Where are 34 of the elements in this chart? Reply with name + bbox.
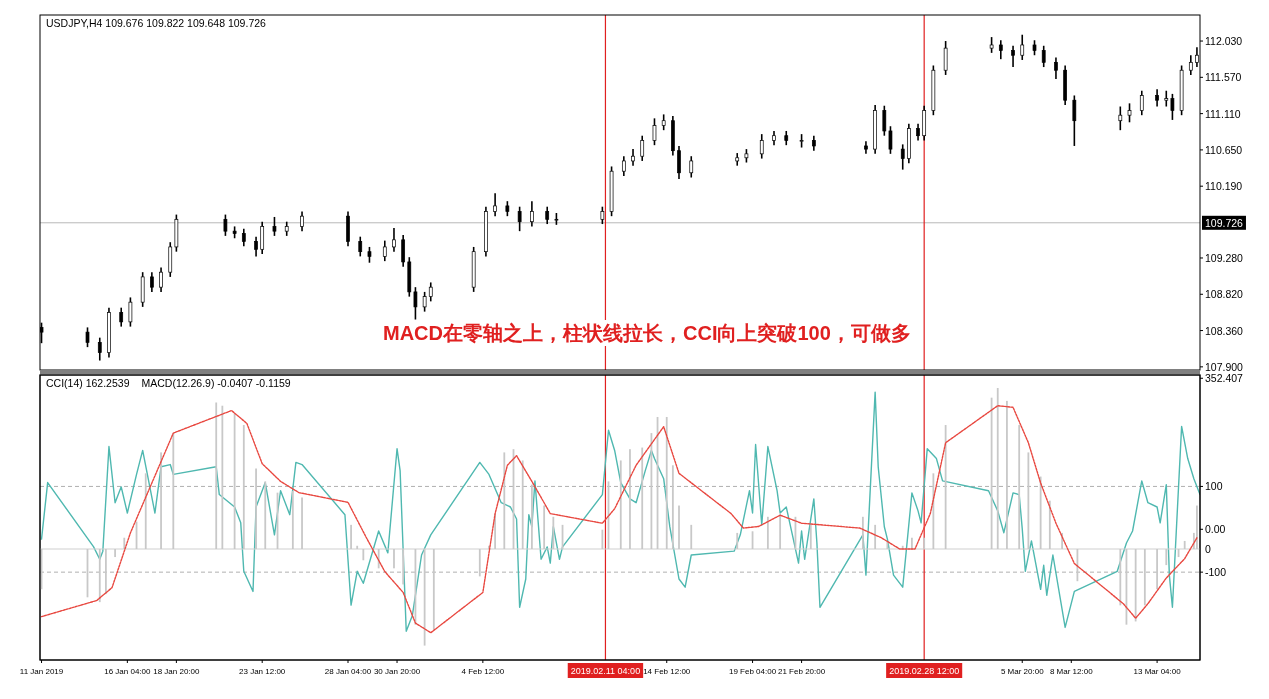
annotation: MACD在零轴之上，柱状线拉长，CCI向上突破100，可做多 [383,322,911,344]
x-tick-label: 13 Mar 04:00 [1133,667,1182,676]
y-tick-label: 111.570 [1205,71,1242,84]
y-tick-label: 352.407 [1205,372,1244,385]
x-tick-label: 4 Feb 12:00 [461,667,505,676]
y-tick-label: 109.280 [1205,251,1244,264]
x-tick-label: 14 Feb 12:00 [643,667,691,676]
y-tick-label: 0.00 [1205,523,1226,536]
y-tick-label: 110.190 [1205,180,1243,193]
x-tick-label: 8 Mar 12:00 [1049,667,1094,676]
y-tick-label: 108.820 [1205,288,1244,301]
x-tick-label: 21 Feb 20:00 [778,667,826,676]
chart-title: MACD(12.26.9) -0.0407 -0.1159 [141,377,291,389]
chart-title: CCI(14) 162.2539 [46,377,130,389]
ref-line-label: 0 [1205,543,1211,555]
x-tick-label: 30 Jan 20:00 [373,667,421,676]
x-tick-label: 11 Jan 2019 [19,667,64,676]
y-tick-label: 100 [1205,480,1223,493]
ref-line-label: 2019.02.11 04:00 [570,666,641,676]
y-tick-label: 107.900 [1205,360,1244,373]
ref-line-label: 109.726 [1205,216,1244,229]
x-tick-label: 23 Jan 12:00 [239,667,286,676]
chart-title: USDJPY,H4 109.676 109.822 109.648 109.726 [46,17,267,29]
x-tick-label: 16 Jan 04:00 [104,667,152,676]
x-tick-label: 5 Mar 20:00 [1000,667,1045,676]
x-tick-label: 19 Feb 04:00 [728,667,777,676]
y-tick-label: 111.110 [1205,107,1241,120]
y-tick-label: 112.030 [1205,35,1243,48]
y-tick-label: 110.650 [1205,143,1243,156]
ref-line-label: 2019.02.28 12:00 [889,666,960,676]
y-tick-label: -100 [1205,566,1227,579]
x-tick-label: 28 Jan 04:00 [324,667,372,676]
x-tick-label: 18 Jan 20:00 [153,667,201,676]
y-tick-label: 108.360 [1205,324,1244,337]
